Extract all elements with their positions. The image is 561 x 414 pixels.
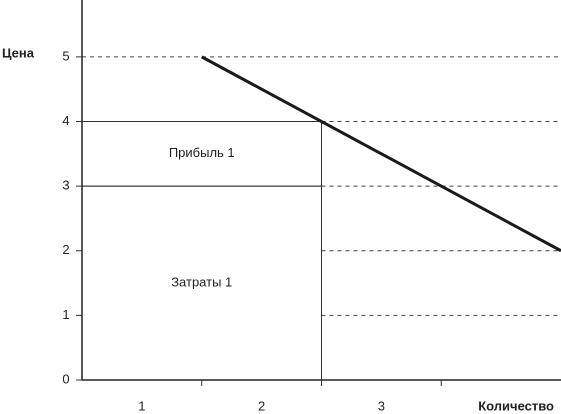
region-label: Затраты 1: [171, 274, 232, 289]
region-label: Прибыль 1: [169, 145, 235, 160]
x-tick-label: 2: [258, 398, 265, 413]
y-axis-label: Цена: [2, 45, 35, 60]
x-axis-label: Количество: [478, 398, 554, 413]
y-tick-label: 5: [62, 48, 69, 63]
y-tick-label: 2: [62, 242, 69, 257]
y-tick-label: 1: [62, 307, 69, 322]
y-tick-label: 3: [62, 178, 69, 193]
y-tick-label: 4: [62, 113, 69, 128]
x-tick-label: 3: [378, 398, 385, 413]
demand-line: [201, 55, 561, 253]
y-tick-label: 0: [62, 371, 69, 386]
x-tick-label: 1: [138, 398, 145, 413]
